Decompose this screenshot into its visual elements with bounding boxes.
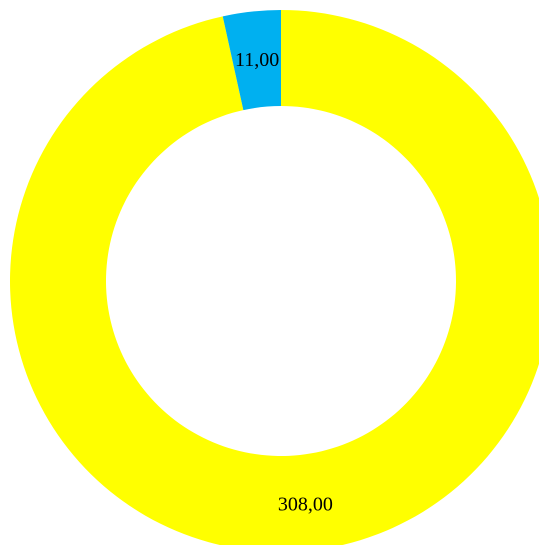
donut-slice-label-0: 308,00	[278, 493, 333, 515]
donut-slice-1	[222, 10, 281, 111]
donut-slices	[10, 10, 539, 545]
donut-labels: 308,00 11,00	[235, 49, 333, 515]
donut-slice-0	[10, 10, 539, 545]
donut-slice-label-1: 11,00	[235, 49, 279, 71]
